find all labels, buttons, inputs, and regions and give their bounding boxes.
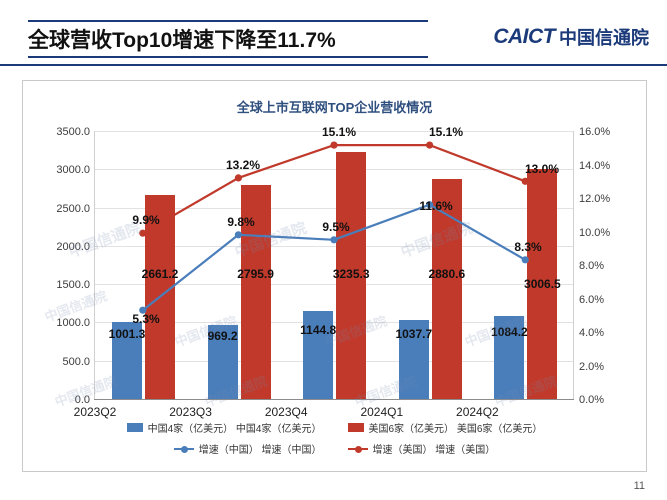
- gridline: [95, 169, 573, 171]
- brand-latin-text: CAICT: [493, 25, 555, 48]
- bar-label-us-2024Q1: 2880.6: [428, 267, 466, 281]
- y2-axis-tick: 6.0%: [579, 293, 605, 306]
- legend-item-us-bar[interactable]: 美国6家（亿美元） 美国6家（亿美元）: [347, 420, 543, 435]
- bar-cn-2023Q4: [303, 311, 334, 399]
- y-axis-tick: 500.0: [62, 355, 90, 368]
- chart-title: 全球上市互联网TOP企业营收情况: [236, 100, 433, 115]
- plot-left-border: [94, 131, 95, 400]
- y2-axis-tick: 8.0%: [579, 260, 605, 272]
- bar-label-us-2023Q3: 2795.9: [237, 267, 274, 281]
- y-axis-tick: 0.0: [74, 394, 90, 406]
- plot-area: 1001.3 969.2 1144.8 1037.7 1084.2 2661.2…: [95, 125, 573, 399]
- line-series-layer: [139, 141, 529, 314]
- point-label-cn-2024Q1: 11.6%: [419, 199, 453, 213]
- gridline: [95, 360, 573, 362]
- x-axis-tick-2023Q3: 2023Q3: [169, 405, 212, 419]
- bar-label-cn-2023Q3: 969.2: [207, 329, 238, 343]
- gridline: [95, 131, 573, 132]
- legend-label-us-growth: 增速（美国） 增速（美国）: [372, 445, 496, 456]
- legend-label-cn-bar: 中国4家（亿美元） 中国4家（亿美元）: [147, 424, 322, 435]
- y2-axis-tick: 4.0%: [579, 327, 605, 339]
- chart-panel: 全球上市互联网TOP企业营收情况 0.0 500.0 1000.0 1500.0…: [22, 80, 647, 472]
- y2-axis-tick: 10.0%: [579, 226, 611, 239]
- page-title-box: 全球营收Top10增速下降至11.7%: [28, 20, 428, 58]
- legend-label-cn-growth: 增速（中国） 增速（中国）: [198, 445, 322, 456]
- gridline: [95, 207, 573, 209]
- y-axis-tick: 2000.0: [56, 240, 90, 253]
- legend-line-red-icon: [347, 444, 368, 453]
- legend-row-bars: 中国4家（亿美元） 中国4家（亿美元） 美国6家（亿美元） 美国6家（亿美元）: [23, 419, 646, 436]
- gridline: [95, 322, 573, 324]
- brand-chinese-text: 中国信通院: [559, 28, 649, 48]
- y2-axis-tick: 12.0%: [579, 193, 611, 205]
- point-label-cn-2023Q2: 5.3%: [132, 312, 160, 326]
- y2-axis-tick: 0.0%: [579, 394, 605, 406]
- marker-growth-us: [139, 141, 529, 237]
- x-axis-tick-2024Q2: 2024Q2: [456, 405, 499, 419]
- plot-right-border: [573, 131, 574, 400]
- bar-label-us-2023Q4: 3235.3: [332, 267, 370, 281]
- legend-swatch-blue-icon: [126, 423, 143, 432]
- bar-label-us-2024Q2: 3006.5: [524, 277, 561, 291]
- legend-item-cn-bar[interactable]: 中国4家（亿美元） 中国4家（亿美元）: [126, 420, 322, 435]
- bar-label-cn-2023Q4: 1144.8: [300, 323, 337, 337]
- y-axis-tick: 1500.0: [56, 279, 90, 292]
- y2-axis-tick: 14.0%: [579, 159, 611, 172]
- x-axis-tick-2024Q1: 2024Q1: [360, 405, 404, 419]
- bar-cn-2023Q2: [112, 322, 142, 399]
- bar-label-us-2023Q2: 2661.2: [141, 267, 179, 281]
- x-axis-tick-2023Q4: 2023Q4: [264, 405, 308, 419]
- legend-item-us-growth[interactable]: 增速（美国） 增速（美国）: [347, 441, 496, 456]
- legend-label-us-bar: 美国6家（亿美元） 美国6家（亿美元）: [368, 424, 543, 435]
- point-label-cn-2024Q2: 8.3%: [514, 240, 542, 254]
- point-label-us-2023Q4: 15.1%: [321, 125, 357, 139]
- legend-item-cn-growth[interactable]: 增速（中国） 增速（中国）: [173, 441, 322, 456]
- slide-header: 全球营收Top10增速下降至11.7% CAICT 中国信通院: [0, 0, 667, 64]
- bar-us-2023Q3: [240, 185, 271, 399]
- y2-axis-tick: 2.0%: [579, 360, 605, 373]
- bar-us-2024Q2: [527, 169, 558, 399]
- bar-label-cn-2024Q2: 1084.2: [491, 325, 528, 339]
- point-label-us-2024Q2: 13.0%: [524, 162, 560, 176]
- point-label-cn-2023Q4: 9.5%: [322, 220, 350, 234]
- bar-cn-2024Q1: [398, 319, 429, 399]
- gridline: [95, 284, 573, 286]
- y2-axis-tick: 16.0%: [579, 126, 611, 138]
- legend-swatch-red-icon: [347, 423, 364, 432]
- brand-logo: CAICT 中国信通院: [493, 24, 649, 50]
- y-axis-tick: 2500.0: [56, 202, 90, 215]
- point-label-us-2023Q3: 13.2%: [225, 158, 261, 172]
- chart-legend: 中国4家（亿美元） 中国4家（亿美元） 美国6家（亿美元） 美国6家（亿美元） …: [23, 419, 646, 457]
- point-label-us-2024Q1: 15.1%: [428, 125, 464, 139]
- bar-label-cn-2023Q2: 1001.3: [108, 327, 146, 341]
- y-axis-tick: 3500.0: [56, 126, 90, 138]
- y-axis-tick: 3000.0: [56, 164, 90, 177]
- marker-growth-china: [139, 201, 529, 314]
- legend-line-blue-icon: [173, 444, 194, 453]
- page-number: 11: [633, 480, 645, 492]
- bar-cn-2024Q2: [494, 316, 525, 399]
- page-title: 全球营收Top10增速下降至11.7%: [28, 29, 336, 52]
- point-label-us-2023Q2: 9.9%: [132, 213, 160, 227]
- point-label-cn-2023Q3: 9.8%: [227, 215, 255, 229]
- bar-cn-2023Q3: [207, 324, 238, 399]
- gridline: [95, 245, 573, 247]
- x-axis-tick-2023Q2: 2023Q2: [73, 405, 117, 419]
- y-axis-tick: 1000.0: [56, 317, 90, 330]
- header-divider: [0, 64, 667, 66]
- legend-row-lines: 增速（中国） 增速（中国） 增速（美国） 增速（美国）: [23, 440, 646, 457]
- bar-us-2023Q4: [336, 151, 367, 399]
- x-axis-line: [94, 399, 574, 400]
- bar-label-cn-2024Q1: 1037.7: [395, 327, 433, 341]
